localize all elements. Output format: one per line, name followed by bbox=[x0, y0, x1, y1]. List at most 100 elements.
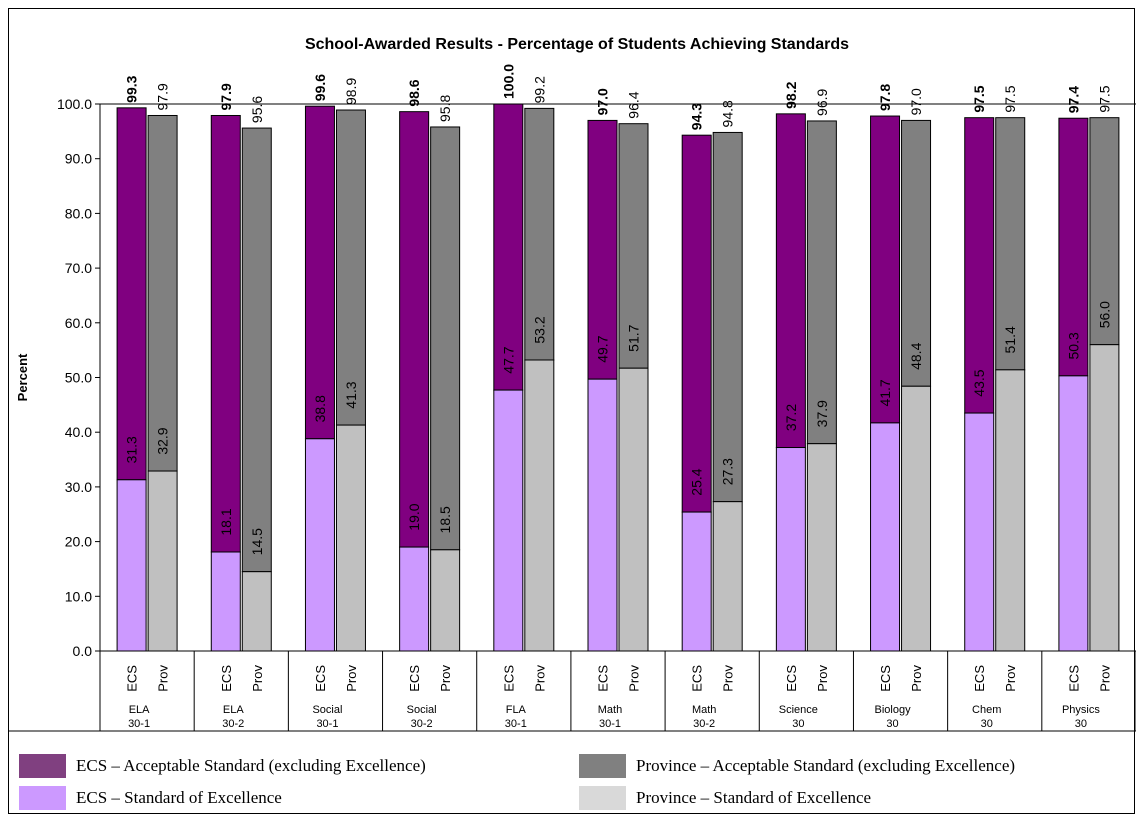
x-group-label-line2: 30-1 bbox=[128, 718, 150, 730]
data-label-prov-excellence: 14.5 bbox=[249, 528, 265, 555]
x-group-label-line2: 30 bbox=[1075, 718, 1087, 730]
x-bar-label-prov: Prov bbox=[627, 665, 642, 692]
x-bar-label-ecs: ECS bbox=[690, 665, 705, 692]
bar-ecs-excellence bbox=[1058, 375, 1089, 652]
data-label-ecs-total: 98.6 bbox=[406, 79, 422, 106]
bar-prov-excellence bbox=[430, 549, 461, 652]
x-group-label-line2: 30-1 bbox=[599, 718, 621, 730]
x-bar-label-ecs: ECS bbox=[596, 665, 611, 692]
data-label-ecs-excellence: 37.2 bbox=[783, 404, 799, 431]
y-tick-label: 0.0 bbox=[73, 643, 93, 659]
x-bar-label-ecs: ECS bbox=[878, 665, 893, 692]
bar-ecs-excellence bbox=[304, 438, 335, 652]
data-label-ecs-total: 100.0 bbox=[500, 64, 516, 99]
bar-prov-acceptable bbox=[241, 127, 272, 573]
x-group-label-line2: 30 bbox=[886, 718, 898, 730]
x-group-label-line2: 30-2 bbox=[222, 718, 244, 730]
data-label-prov-total: 94.8 bbox=[720, 100, 736, 127]
x-bar-label-prov: Prov bbox=[344, 665, 359, 692]
legend-swatch-prov-acceptable bbox=[579, 754, 626, 778]
bar-prov-acceptable bbox=[1089, 117, 1120, 346]
x-bar-label-prov: Prov bbox=[156, 665, 171, 692]
data-label-ecs-excellence: 50.3 bbox=[1065, 332, 1081, 359]
data-label-ecs-total: 99.3 bbox=[124, 75, 140, 102]
legend-label-ecs-acceptable: ECS – Acceptable Standard (excluding Exc… bbox=[76, 756, 426, 775]
chart-frame: School-Awarded Results - Percentage of S… bbox=[8, 8, 1136, 814]
bar-ecs-excellence bbox=[116, 479, 147, 652]
bar-ecs-excellence bbox=[964, 412, 995, 652]
legend-item-prov-acceptable: Province – Acceptable Standard (excludin… bbox=[579, 754, 1015, 778]
data-label-prov-total: 97.5 bbox=[1002, 85, 1018, 112]
x-bar-label-ecs: ECS bbox=[501, 665, 516, 692]
x-bar-label-prov: Prov bbox=[909, 665, 924, 692]
bar-prov-acceptable bbox=[524, 107, 555, 361]
x-bar-label-prov: Prov bbox=[438, 665, 453, 692]
bar-prov-excellence bbox=[806, 443, 837, 652]
bar-ecs-acceptable bbox=[493, 103, 524, 391]
bar-ecs-acceptable bbox=[681, 134, 712, 513]
data-label-prov-total: 97.9 bbox=[155, 83, 171, 110]
data-label-prov-excellence: 56.0 bbox=[1096, 301, 1112, 328]
data-label-prov-total: 96.9 bbox=[814, 88, 830, 115]
data-label-prov-total: 96.4 bbox=[626, 91, 642, 118]
data-label-prov-excellence: 51.4 bbox=[1002, 326, 1018, 353]
bar-ecs-acceptable bbox=[304, 105, 335, 440]
bar-prov-excellence bbox=[1089, 344, 1120, 652]
bar-ecs-excellence bbox=[399, 546, 430, 652]
x-bar-label-ecs: ECS bbox=[313, 665, 328, 692]
x-bar-label-ecs: ECS bbox=[784, 665, 799, 692]
bar-ecs-excellence bbox=[587, 378, 618, 652]
data-label-prov-excellence: 32.9 bbox=[155, 427, 171, 454]
legend-item-ecs-excellence: ECS – Standard of Excellence bbox=[19, 786, 282, 810]
legend-swatch-ecs-acceptable bbox=[19, 754, 66, 778]
data-label-prov-excellence: 37.9 bbox=[814, 400, 830, 427]
data-label-ecs-excellence: 49.7 bbox=[595, 335, 611, 362]
x-bar-label-prov: Prov bbox=[1097, 665, 1112, 692]
legend-item-ecs-acceptable: ECS – Acceptable Standard (excluding Exc… bbox=[19, 754, 426, 778]
x-bar-label-ecs: ECS bbox=[125, 665, 140, 692]
x-bar-label-ecs: ECS bbox=[407, 665, 422, 692]
data-label-ecs-excellence: 19.0 bbox=[406, 503, 422, 530]
x-group-label-line1: Math bbox=[692, 704, 716, 716]
bar-prov-acceptable bbox=[712, 131, 743, 503]
bar-ecs-excellence bbox=[681, 511, 712, 652]
legend-swatch-ecs-excellence bbox=[19, 786, 66, 810]
y-axis-label: Percent bbox=[15, 353, 30, 401]
y-tick-label: 30.0 bbox=[65, 479, 92, 495]
x-group-label-line1: Physics bbox=[1062, 704, 1100, 716]
x-bar-label-ecs: ECS bbox=[972, 665, 987, 692]
bar-prov-acceptable bbox=[995, 117, 1026, 371]
bar-prov-acceptable bbox=[335, 109, 366, 426]
x-group-label-line1: Math bbox=[598, 704, 622, 716]
x-group-label-line1: FLA bbox=[506, 704, 527, 716]
data-label-ecs-total: 97.5 bbox=[971, 85, 987, 112]
legend-label-prov-acceptable: Province – Acceptable Standard (excludin… bbox=[636, 756, 1016, 775]
x-group-label-line1: Chem bbox=[972, 704, 1001, 716]
data-label-prov-total: 97.0 bbox=[908, 88, 924, 115]
data-label-ecs-total: 94.3 bbox=[689, 103, 705, 130]
bar-ecs-excellence bbox=[870, 422, 901, 652]
x-group-label-line1: Biology bbox=[875, 704, 912, 716]
bar-prov-excellence bbox=[524, 359, 555, 652]
bar-ecs-acceptable bbox=[587, 119, 618, 380]
data-label-prov-excellence: 18.5 bbox=[437, 506, 453, 533]
data-label-ecs-excellence: 38.8 bbox=[312, 395, 328, 422]
bar-ecs-excellence bbox=[775, 447, 806, 652]
data-label-ecs-total: 97.4 bbox=[1065, 86, 1081, 113]
bar-ecs-excellence bbox=[493, 389, 524, 652]
x-bar-label-ecs: ECS bbox=[1066, 665, 1081, 692]
data-label-ecs-total: 97.9 bbox=[218, 83, 234, 110]
data-label-ecs-excellence: 41.7 bbox=[877, 379, 893, 406]
legend-swatch-prov-excellence bbox=[579, 786, 626, 810]
data-label-prov-total: 95.8 bbox=[437, 95, 453, 122]
bar-ecs-acceptable bbox=[775, 113, 806, 449]
x-group-label-line1: ELA bbox=[223, 704, 244, 716]
x-bar-label-prov: Prov bbox=[1003, 665, 1018, 692]
bar-ecs-acceptable bbox=[210, 114, 241, 553]
bar-prov-excellence bbox=[712, 501, 743, 652]
data-label-prov-excellence: 53.2 bbox=[531, 316, 547, 343]
x-group-label-line1: ELA bbox=[129, 704, 150, 716]
x-bar-label-prov: Prov bbox=[815, 665, 830, 692]
bar-ecs-acceptable bbox=[116, 107, 147, 481]
y-tick-label: 80.0 bbox=[65, 205, 92, 221]
